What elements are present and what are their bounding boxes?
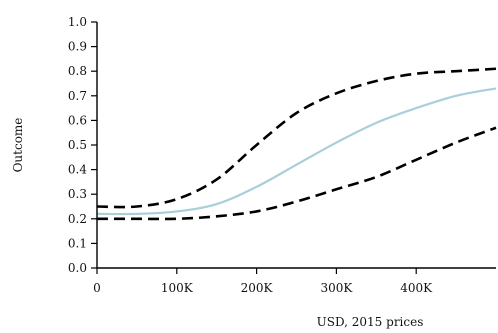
x-tick-label: 200K [241, 281, 274, 295]
y-tick-label: 0.0 [68, 261, 87, 275]
x-tick-label: 400K [400, 281, 433, 295]
y-tick-label: 0.3 [68, 187, 87, 201]
axes-group: 0.0 0.1 0.2 0.3 0.4 0.5 0.6 0.7 0.8 0.9 1.0 0 100K 20… [68, 15, 496, 295]
y-axis-label: Outcome [11, 118, 25, 173]
series-group [96, 67, 497, 221]
x-tick-label: 100K [161, 281, 194, 295]
y-tick-label: 0.2 [68, 212, 87, 226]
x-axis-label: USD, 2015 prices [317, 315, 424, 329]
y-tick-label: 0.4 [68, 163, 87, 177]
y-tick-label: 0.1 [68, 236, 87, 250]
y-tick-label: 0.6 [68, 113, 87, 127]
x-tick-label: 300K [320, 281, 353, 295]
y-tick-label: 0.7 [68, 89, 87, 103]
y-tick-label: 0.8 [68, 64, 87, 78]
x-tick-label: 0 [93, 281, 101, 295]
y-tick-label: 1.0 [68, 15, 87, 29]
y-tick-label: 0.5 [68, 138, 87, 152]
series-line-central [96, 87, 497, 216]
series-line-lower [97, 126, 497, 221]
series-line-upper [96, 67, 497, 209]
y-tick-label: 0.9 [68, 40, 87, 54]
